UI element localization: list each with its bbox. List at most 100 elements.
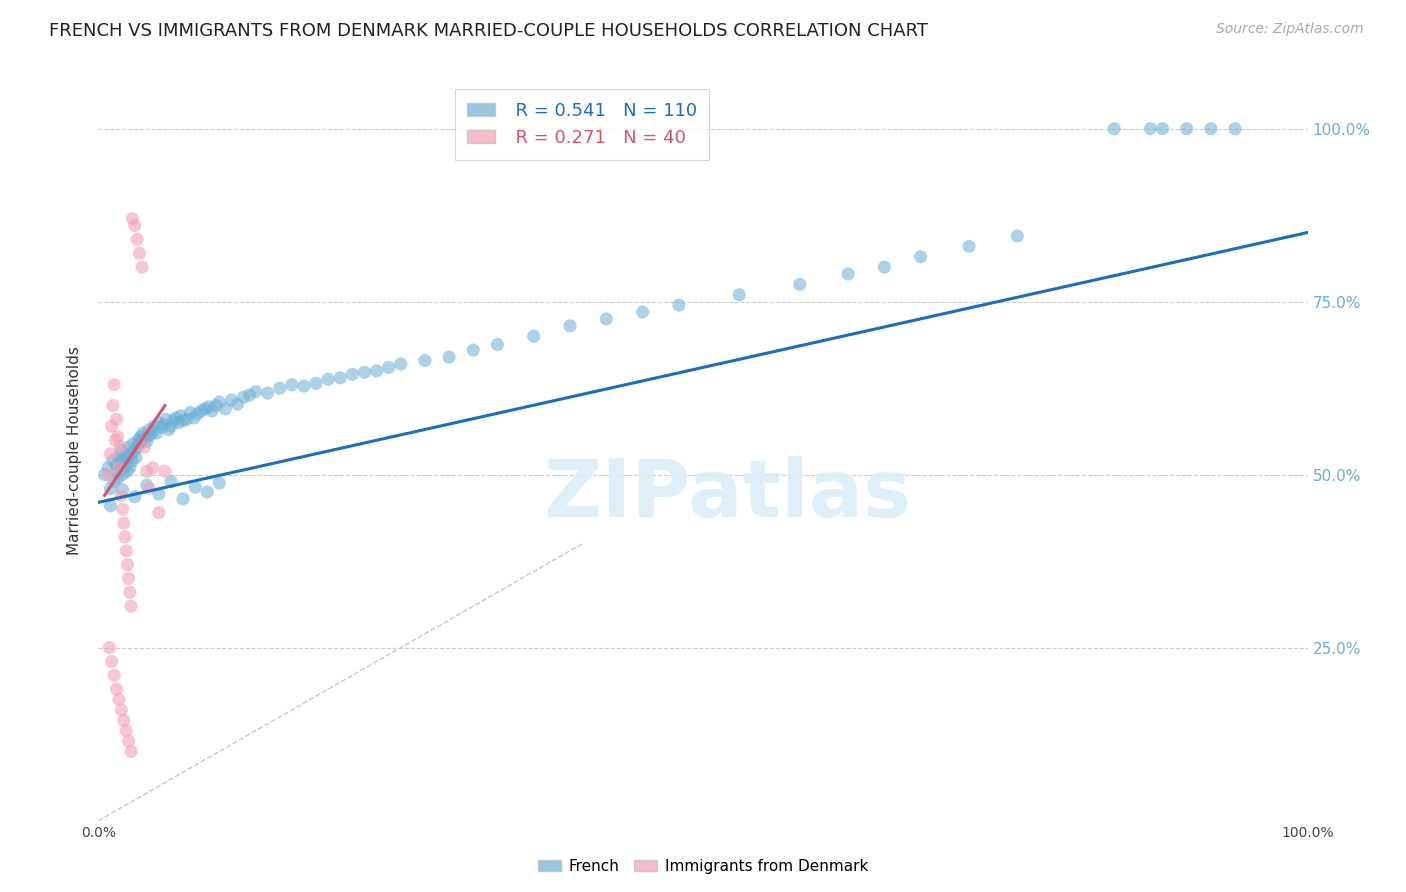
Point xyxy=(127,440,149,454)
Point xyxy=(118,585,141,599)
Point xyxy=(105,412,128,426)
Point xyxy=(150,420,173,434)
Point xyxy=(118,440,141,454)
Point xyxy=(214,401,236,416)
Point xyxy=(118,572,141,586)
Point xyxy=(103,668,125,682)
Point xyxy=(184,480,207,494)
Point xyxy=(132,426,155,441)
Point xyxy=(245,384,267,399)
Point xyxy=(155,412,177,426)
Point xyxy=(122,436,145,450)
Y-axis label: Married-couple Households: Married-couple Households xyxy=(67,346,83,555)
Point xyxy=(118,734,141,748)
Point xyxy=(269,381,291,395)
Point xyxy=(134,432,156,446)
Point xyxy=(115,458,138,472)
Point xyxy=(97,460,120,475)
Point xyxy=(1223,121,1246,136)
Point xyxy=(105,682,128,697)
Point xyxy=(125,450,148,465)
Point xyxy=(176,412,198,426)
Point xyxy=(232,390,254,404)
Point xyxy=(136,429,159,443)
Point xyxy=(595,312,617,326)
Point xyxy=(103,475,125,489)
Point xyxy=(281,377,304,392)
Point xyxy=(112,460,135,475)
Point xyxy=(117,464,139,478)
Point xyxy=(201,404,224,418)
Point xyxy=(108,692,131,706)
Point xyxy=(1175,121,1198,136)
Point xyxy=(100,655,122,669)
Point xyxy=(108,460,131,475)
Point xyxy=(329,371,352,385)
Point xyxy=(100,419,122,434)
Point xyxy=(366,364,388,378)
Point xyxy=(148,487,170,501)
Point xyxy=(316,372,339,386)
Point xyxy=(194,401,217,416)
Point xyxy=(957,239,980,253)
Point xyxy=(100,499,122,513)
Point xyxy=(114,447,136,461)
Point xyxy=(1199,121,1222,136)
Legend:   R = 0.541   N = 110,   R = 0.271   N = 40: R = 0.541 N = 110, R = 0.271 N = 40 xyxy=(454,89,710,160)
Point xyxy=(873,260,896,274)
Point xyxy=(172,414,194,428)
Point xyxy=(111,502,134,516)
Point xyxy=(139,427,162,442)
Point xyxy=(98,640,121,655)
Point xyxy=(124,443,146,458)
Point xyxy=(108,440,131,454)
Point xyxy=(97,467,120,482)
Point xyxy=(437,350,460,364)
Point xyxy=(112,714,135,728)
Point xyxy=(117,558,139,572)
Point xyxy=(107,471,129,485)
Point xyxy=(172,491,194,506)
Point xyxy=(101,454,124,468)
Point xyxy=(108,460,131,475)
Point xyxy=(292,379,315,393)
Point xyxy=(111,467,134,482)
Point xyxy=(112,516,135,530)
Point xyxy=(142,460,165,475)
Point xyxy=(342,368,364,382)
Point xyxy=(115,723,138,738)
Point xyxy=(157,423,180,437)
Point xyxy=(111,454,134,468)
Point xyxy=(135,478,157,492)
Point xyxy=(190,404,212,418)
Point xyxy=(208,395,231,409)
Point xyxy=(1152,121,1174,136)
Point xyxy=(239,388,262,402)
Point xyxy=(138,423,160,437)
Point xyxy=(111,483,134,497)
Point xyxy=(197,400,219,414)
Point xyxy=(107,429,129,443)
Point xyxy=(121,211,143,226)
Point xyxy=(558,318,581,333)
Point xyxy=(105,458,128,472)
Text: FRENCH VS IMMIGRANTS FROM DENMARK MARRIED-COUPLE HOUSEHOLDS CORRELATION CHART: FRENCH VS IMMIGRANTS FROM DENMARK MARRIE… xyxy=(49,22,928,40)
Point xyxy=(148,506,170,520)
Point xyxy=(120,599,142,614)
Point xyxy=(377,360,399,375)
Point xyxy=(153,464,176,478)
Point xyxy=(165,411,187,425)
Point xyxy=(103,377,125,392)
Point xyxy=(118,450,141,465)
Point xyxy=(120,744,142,758)
Point xyxy=(131,260,153,274)
Point xyxy=(169,409,191,423)
Point xyxy=(486,337,509,351)
Point xyxy=(108,450,131,465)
Point xyxy=(124,490,146,504)
Point xyxy=(127,433,149,447)
Point xyxy=(910,250,932,264)
Point xyxy=(128,246,150,260)
Point xyxy=(100,482,122,496)
Point xyxy=(1102,121,1125,136)
